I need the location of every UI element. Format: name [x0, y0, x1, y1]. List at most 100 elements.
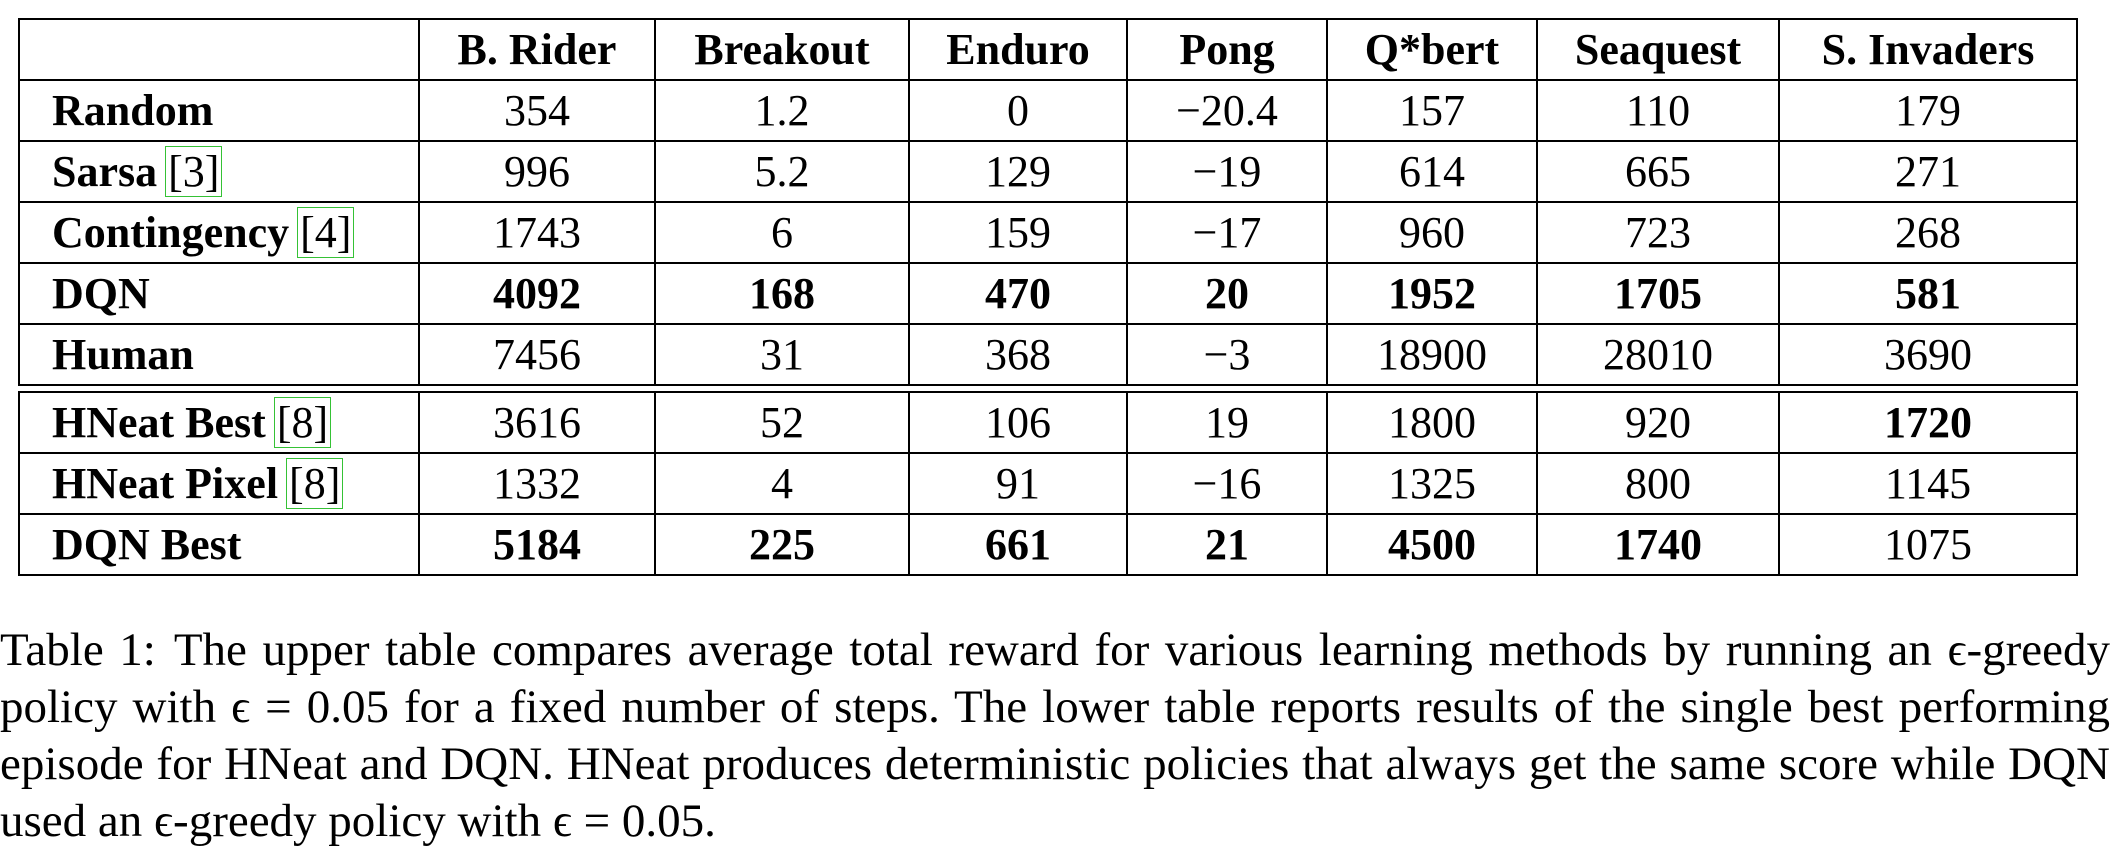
score-cell: 581 [1778, 262, 2078, 325]
method-name: Random [52, 86, 214, 135]
citation-number: 3 [182, 147, 205, 196]
score-cell: 661 [908, 513, 1128, 576]
method-name: HNeat Pixel [52, 459, 279, 508]
citation-number: 8 [303, 459, 326, 508]
column-header: Pong [1126, 18, 1328, 81]
score-cell: 7456 [418, 323, 656, 386]
score-cell: 1075 [1778, 513, 2078, 576]
score-cell: 52 [654, 391, 910, 454]
score-cell: 0 [908, 79, 1128, 142]
table-row: HNeat Pixel [8] 1332 4 91 −16 1325 800 1145 [18, 452, 2078, 515]
lower-table-body: HNeat Best [8] 3616 52 106 19 1800 920 1720 HNeat… [18, 391, 2078, 576]
score-cell: 268 [1778, 201, 2078, 264]
caption-label: Table 1: [0, 624, 156, 676]
score-cell: 5.2 [654, 140, 910, 203]
table-row: HNeat Best [8] 3616 52 106 19 1800 920 1720 [18, 391, 2078, 454]
score-cell: 106 [908, 391, 1128, 454]
method-cell: Human [18, 323, 420, 386]
caption-text: The upper table compares average total r… [0, 624, 2111, 847]
score-cell: 354 [418, 79, 656, 142]
score-cell: 271 [1778, 140, 2078, 203]
table-caption: Table 1: The upper table compares average… [0, 622, 2110, 850]
upper-table-body: Random 354 1.2 0 −20.4 157 110 179 Sarsa [3] 996 5.… [18, 79, 2078, 386]
score-cell: 20 [1126, 262, 1328, 325]
method-cell: Contingency [4] [18, 201, 420, 264]
score-cell: 31 [654, 323, 910, 386]
method-cell: DQN [18, 262, 420, 325]
score-cell: 159 [908, 201, 1128, 264]
citation-link[interactable]: [4] [297, 207, 355, 258]
score-cell: 1332 [418, 452, 656, 515]
method-cell: Sarsa [3] [18, 140, 420, 203]
score-cell: 4 [654, 452, 910, 515]
score-cell: 3690 [1778, 323, 2078, 386]
score-cell: 5184 [418, 513, 656, 576]
score-cell: −3 [1126, 323, 1328, 386]
score-cell: −17 [1126, 201, 1328, 264]
method-name: Contingency [52, 208, 290, 257]
score-cell: 1705 [1536, 262, 1780, 325]
column-header: Q*bert [1326, 18, 1538, 81]
citation-number: 4 [314, 208, 337, 257]
score-cell: 920 [1536, 391, 1780, 454]
score-cell: 368 [908, 323, 1128, 386]
score-cell: 1743 [418, 201, 656, 264]
upper-results-table: B. Rider Breakout Enduro Pong Q*bert Sea… [18, 18, 2078, 386]
score-cell: 1325 [1326, 452, 1538, 515]
score-cell: 1740 [1536, 513, 1780, 576]
score-cell: −19 [1126, 140, 1328, 203]
score-cell: 614 [1326, 140, 1538, 203]
score-cell: 1800 [1326, 391, 1538, 454]
citation-link[interactable]: [8] [286, 458, 344, 509]
method-cell: HNeat Best [8] [18, 391, 420, 454]
method-name: Sarsa [52, 147, 158, 196]
score-cell: 225 [654, 513, 910, 576]
column-header: B. Rider [418, 18, 656, 81]
score-cell: 18900 [1326, 323, 1538, 386]
score-cell: 3616 [418, 391, 656, 454]
score-cell: 28010 [1536, 323, 1780, 386]
table-row: Sarsa [3] 996 5.2 129 −19 614 665 271 [18, 140, 2078, 203]
column-header: Breakout [654, 18, 910, 81]
table-row: DQN Best 5184 225 661 21 4500 1740 1075 [18, 513, 2078, 576]
lower-results-table: HNeat Best [8] 3616 52 106 19 1800 920 1720 HNeat… [18, 391, 2078, 576]
score-cell: 800 [1536, 452, 1780, 515]
score-cell: 157 [1326, 79, 1538, 142]
score-cell: −16 [1126, 452, 1328, 515]
header-row: B. Rider Breakout Enduro Pong Q*bert Sea… [18, 18, 2078, 81]
score-cell: 21 [1126, 513, 1328, 576]
citation-number: 8 [291, 398, 314, 447]
score-cell: 960 [1326, 201, 1538, 264]
score-cell: 4092 [418, 262, 656, 325]
score-cell: 6 [654, 201, 910, 264]
citation-link[interactable]: [8] [273, 397, 332, 448]
score-cell: 1720 [1778, 391, 2078, 454]
method-name: DQN Best [52, 520, 242, 569]
column-header: S. Invaders [1778, 18, 2078, 81]
table-row: DQN 4092 168 470 20 1952 1705 581 [18, 262, 2078, 325]
table-row: Human 7456 31 368 −3 18900 28010 3690 [18, 323, 2078, 386]
method-cell: Random [18, 79, 420, 142]
score-cell: 1145 [1778, 452, 2078, 515]
method-cell: DQN Best [18, 513, 420, 576]
score-cell: 1952 [1326, 262, 1538, 325]
method-name: Human [52, 330, 194, 379]
column-header: Enduro [908, 18, 1128, 81]
score-cell: 19 [1126, 391, 1328, 454]
table-row: Random 354 1.2 0 −20.4 157 110 179 [18, 79, 2078, 142]
score-cell: 179 [1778, 79, 2078, 142]
score-cell: 470 [908, 262, 1128, 325]
score-cell: 996 [418, 140, 656, 203]
citation-link[interactable]: [3] [165, 146, 223, 197]
score-cell: 91 [908, 452, 1128, 515]
method-name: DQN [52, 269, 150, 318]
table-row: Contingency [4] 1743 6 159 −17 960 723 268 [18, 201, 2078, 264]
score-cell: 1.2 [654, 79, 910, 142]
score-cell: 168 [654, 262, 910, 325]
score-cell: 665 [1536, 140, 1780, 203]
score-cell: 129 [908, 140, 1128, 203]
header-corner-cell [18, 18, 420, 81]
score-cell: −20.4 [1126, 79, 1328, 142]
method-cell: HNeat Pixel [8] [18, 452, 420, 515]
